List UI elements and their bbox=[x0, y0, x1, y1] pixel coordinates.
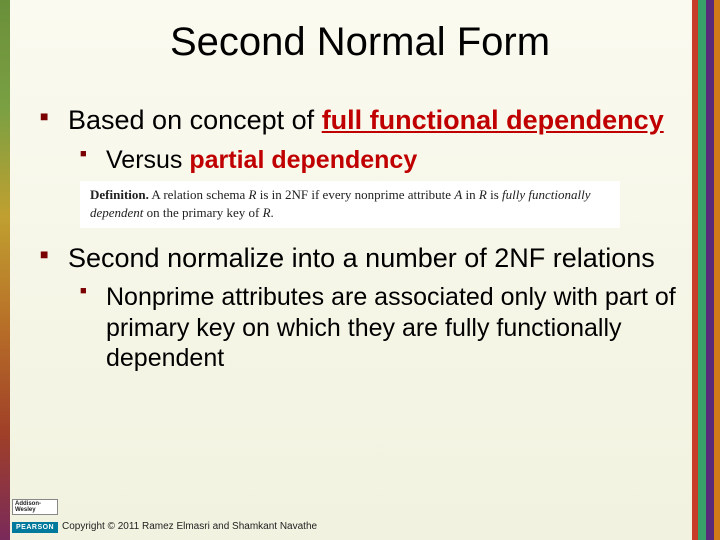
stripe-orange bbox=[714, 0, 720, 540]
def-R: R bbox=[479, 187, 487, 202]
copyright-text: Copyright © 2011 Ramez Elmasri and Shamk… bbox=[62, 521, 317, 532]
definition-label: Definition. bbox=[90, 187, 149, 202]
def-text: A relation schema bbox=[149, 187, 249, 202]
def-R: R bbox=[263, 205, 271, 220]
bullet-2nf-relations: Second normalize into a number of 2NF re… bbox=[40, 242, 680, 275]
bullet-partial-dep: Versus partial dependency bbox=[80, 145, 680, 176]
highlight-partial-dep: partial dependency bbox=[189, 146, 417, 174]
pearson-label: PEARSON bbox=[12, 522, 58, 533]
slide-content: Based on concept of full functional depe… bbox=[40, 104, 680, 380]
right-accent-stripes bbox=[692, 0, 720, 540]
bullet-text: Versus bbox=[106, 146, 189, 174]
slide-title: Second Normal Form bbox=[0, 20, 720, 65]
bullet-text: Based on concept of bbox=[68, 105, 322, 135]
bullet-nonprime: Nonprime attributes are associated only … bbox=[80, 282, 680, 374]
definition-box: Definition. A relation schema R is in 2N… bbox=[80, 181, 620, 227]
highlight-full-fd: full functional dependency bbox=[322, 105, 664, 135]
publisher-logo: Addison-Wesley PEARSON bbox=[12, 498, 58, 534]
bullet-full-fd: Based on concept of full functional depe… bbox=[40, 104, 680, 137]
addison-wesley-label: Addison-Wesley bbox=[12, 499, 58, 515]
def-text: on the primary key of bbox=[143, 205, 262, 220]
def-text: . bbox=[271, 205, 274, 220]
def-text: is in 2NF if every nonprime attribute bbox=[256, 187, 454, 202]
left-accent-stripe bbox=[0, 0, 10, 540]
slide: Second Normal Form Based on concept of f… bbox=[0, 0, 720, 540]
def-text: is bbox=[487, 187, 502, 202]
stripe-green bbox=[698, 0, 706, 540]
stripe-purple bbox=[706, 0, 714, 540]
def-text: in bbox=[462, 187, 479, 202]
